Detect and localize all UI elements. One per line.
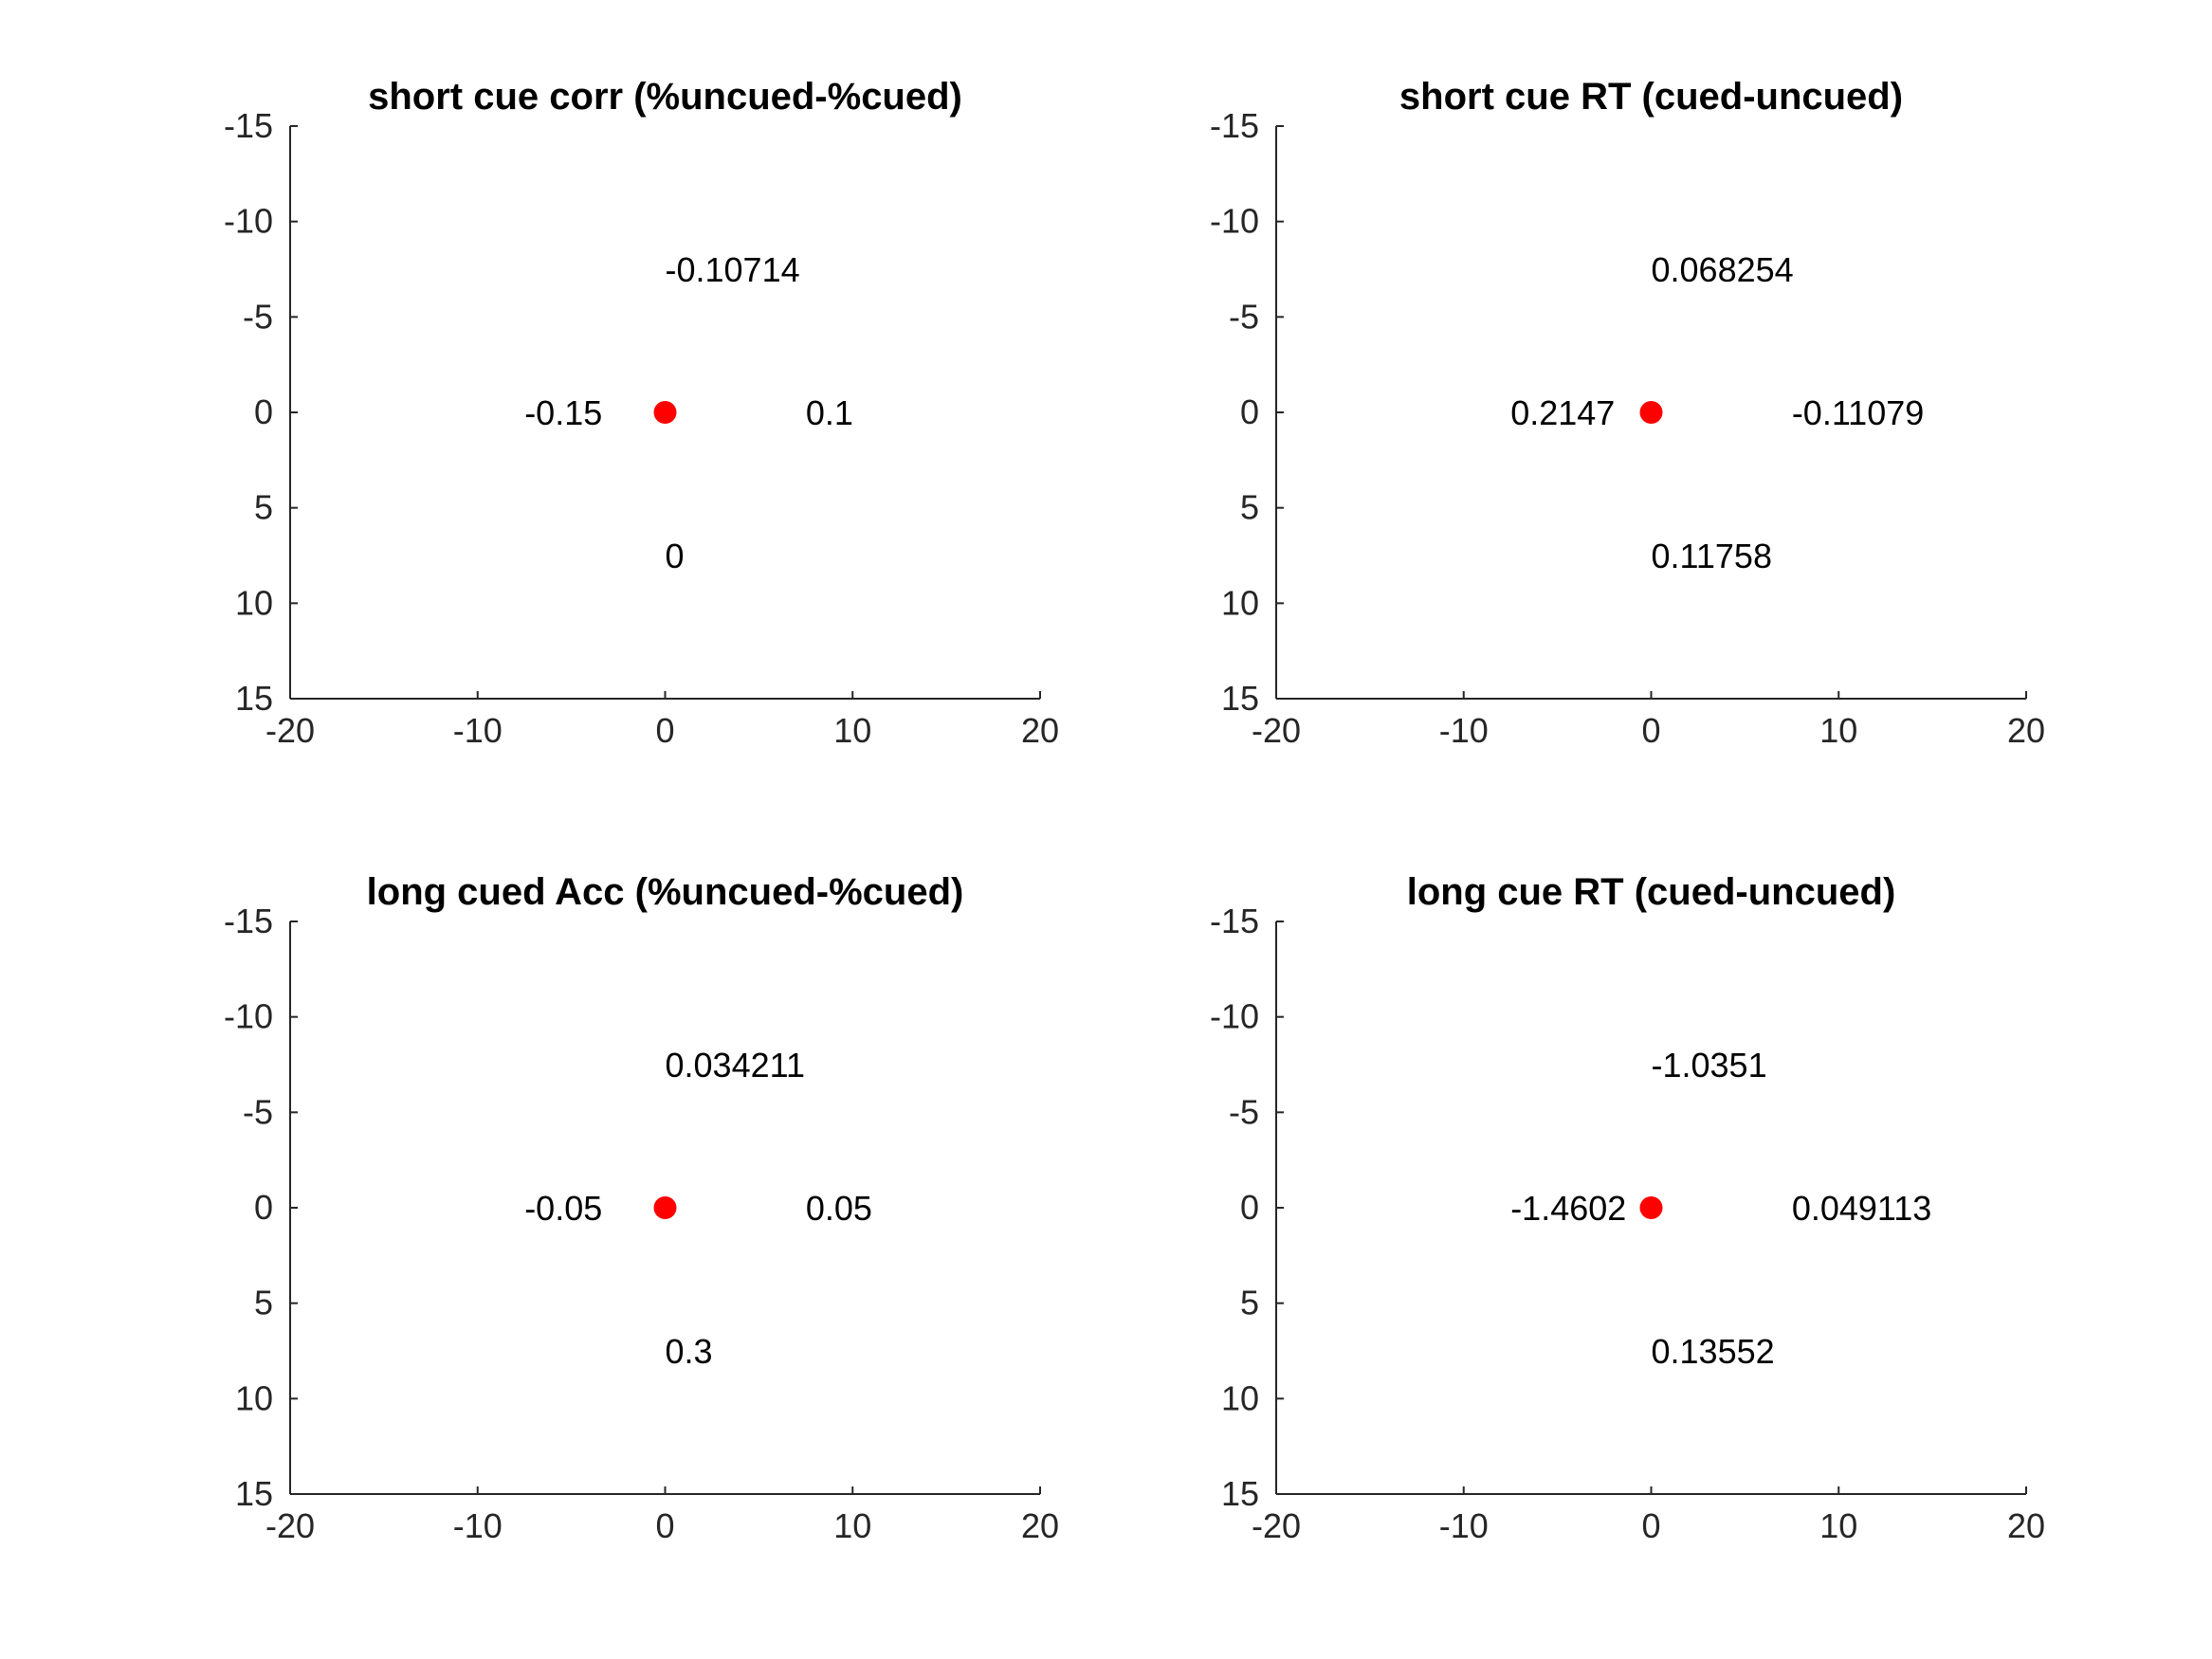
x-tick-label: 10 [833, 711, 871, 750]
y-tick-label: -5 [243, 1092, 273, 1131]
x-tick-label: 0 [1641, 711, 1660, 750]
x-tick-label: -20 [1252, 711, 1301, 750]
panel-1: -20 -10 0 10 20 -15 -10 -5 0 5 10 15 short cue corr … [224, 76, 1059, 750]
x-tick-label: -10 [1439, 711, 1489, 750]
data-point [1639, 1196, 1663, 1219]
y-tick-label: 15 [235, 1474, 273, 1513]
data-label: 0.3 [666, 1332, 713, 1371]
x-tick-label: 20 [2007, 1506, 2045, 1545]
y-tick-label: 10 [235, 583, 273, 622]
data-point [653, 1196, 677, 1219]
y-tick-label: -10 [1210, 202, 1259, 241]
y-tick-label: 0 [254, 1188, 273, 1227]
y-tick-label: 5 [1240, 1284, 1259, 1322]
y-tick-label: -5 [243, 297, 273, 336]
data-label: -1.4602 [1510, 1189, 1626, 1228]
data-label: -1.0351 [1652, 1046, 1767, 1085]
x-tick-label: -10 [453, 711, 503, 750]
panel-title: long cue RT (cued-uncued) [1407, 871, 1896, 913]
x-tick-label: -10 [1439, 1506, 1489, 1545]
y-tick-label: -5 [1229, 297, 1259, 336]
y-tick-label: -15 [1210, 106, 1259, 145]
x-tick-label: 10 [1819, 711, 1857, 750]
y-tick-label: -10 [224, 202, 273, 241]
data-label: -0.11079 [1792, 393, 1924, 432]
data-label: 0.05 [806, 1189, 872, 1228]
x-tick-label: -20 [265, 1506, 315, 1545]
data-label: -0.10714 [666, 250, 800, 289]
data-label: -0.15 [524, 393, 602, 432]
x-tick-label: 0 [655, 1506, 674, 1545]
x-tick-label: 10 [833, 1506, 871, 1545]
x-tick-label: 20 [1021, 1506, 1059, 1545]
panel-title: short cue corr (%uncued-%cued) [368, 76, 962, 118]
y-tick-label: 15 [1221, 679, 1259, 718]
y-tick-label: 10 [1221, 1378, 1259, 1417]
panel-title: long cued Acc (%uncued-%cued) [367, 871, 964, 913]
y-tick-label: 15 [235, 679, 273, 718]
y-tick-label: -10 [224, 997, 273, 1036]
panel-title: short cue RT (cued-uncued) [1399, 76, 1903, 118]
y-tick-label: 10 [235, 1378, 273, 1417]
data-label: 0.068254 [1652, 250, 1794, 289]
data-label: -0.05 [524, 1189, 602, 1228]
x-tick-label: 20 [2007, 711, 2045, 750]
y-tick-label: 0 [1240, 392, 1259, 431]
y-tick-label: -10 [1210, 997, 1259, 1036]
x-tick-label: -10 [453, 1506, 503, 1545]
y-tick-label: 10 [1221, 583, 1259, 622]
y-tick-label: -15 [224, 902, 273, 940]
x-tick-label: 0 [655, 711, 674, 750]
x-tick-label: 20 [1021, 711, 1059, 750]
y-tick-label: 5 [254, 488, 273, 527]
y-tick-label: 15 [1221, 1474, 1259, 1513]
x-tick-label: 10 [1819, 1506, 1857, 1545]
y-tick-label: -15 [224, 106, 273, 145]
data-point [1639, 401, 1663, 424]
panel-2: -20 -10 0 10 20 -15 -10 -5 0 5 10 15 short cue RT (c… [1210, 76, 2045, 750]
y-tick-label: 5 [1240, 488, 1259, 527]
y-tick-label: -5 [1229, 1092, 1259, 1131]
data-label: 0.2147 [1510, 393, 1615, 432]
data-label: 0.049113 [1792, 1189, 1931, 1228]
panel-4: -20 -10 0 10 20 -15 -10 -5 0 5 10 15 long cue RT (cu… [1210, 871, 2045, 1545]
data-label: 0.11758 [1652, 537, 1772, 575]
data-label: 0 [666, 537, 685, 575]
data-label: 0.034211 [666, 1046, 805, 1085]
x-tick-label: -20 [265, 711, 315, 750]
y-tick-label: 5 [254, 1284, 273, 1322]
panel-3: -20 -10 0 10 20 -15 -10 -5 0 5 10 15 long cued Acc (… [224, 871, 1059, 1545]
data-label: 0.1 [806, 393, 853, 432]
x-tick-label: -20 [1252, 1506, 1301, 1545]
data-point [653, 401, 677, 424]
y-tick-label: -15 [1210, 902, 1259, 940]
y-tick-label: 0 [1240, 1188, 1259, 1227]
x-tick-label: 0 [1641, 1506, 1660, 1545]
data-label: 0.13552 [1652, 1332, 1775, 1371]
y-tick-label: 0 [254, 392, 273, 431]
